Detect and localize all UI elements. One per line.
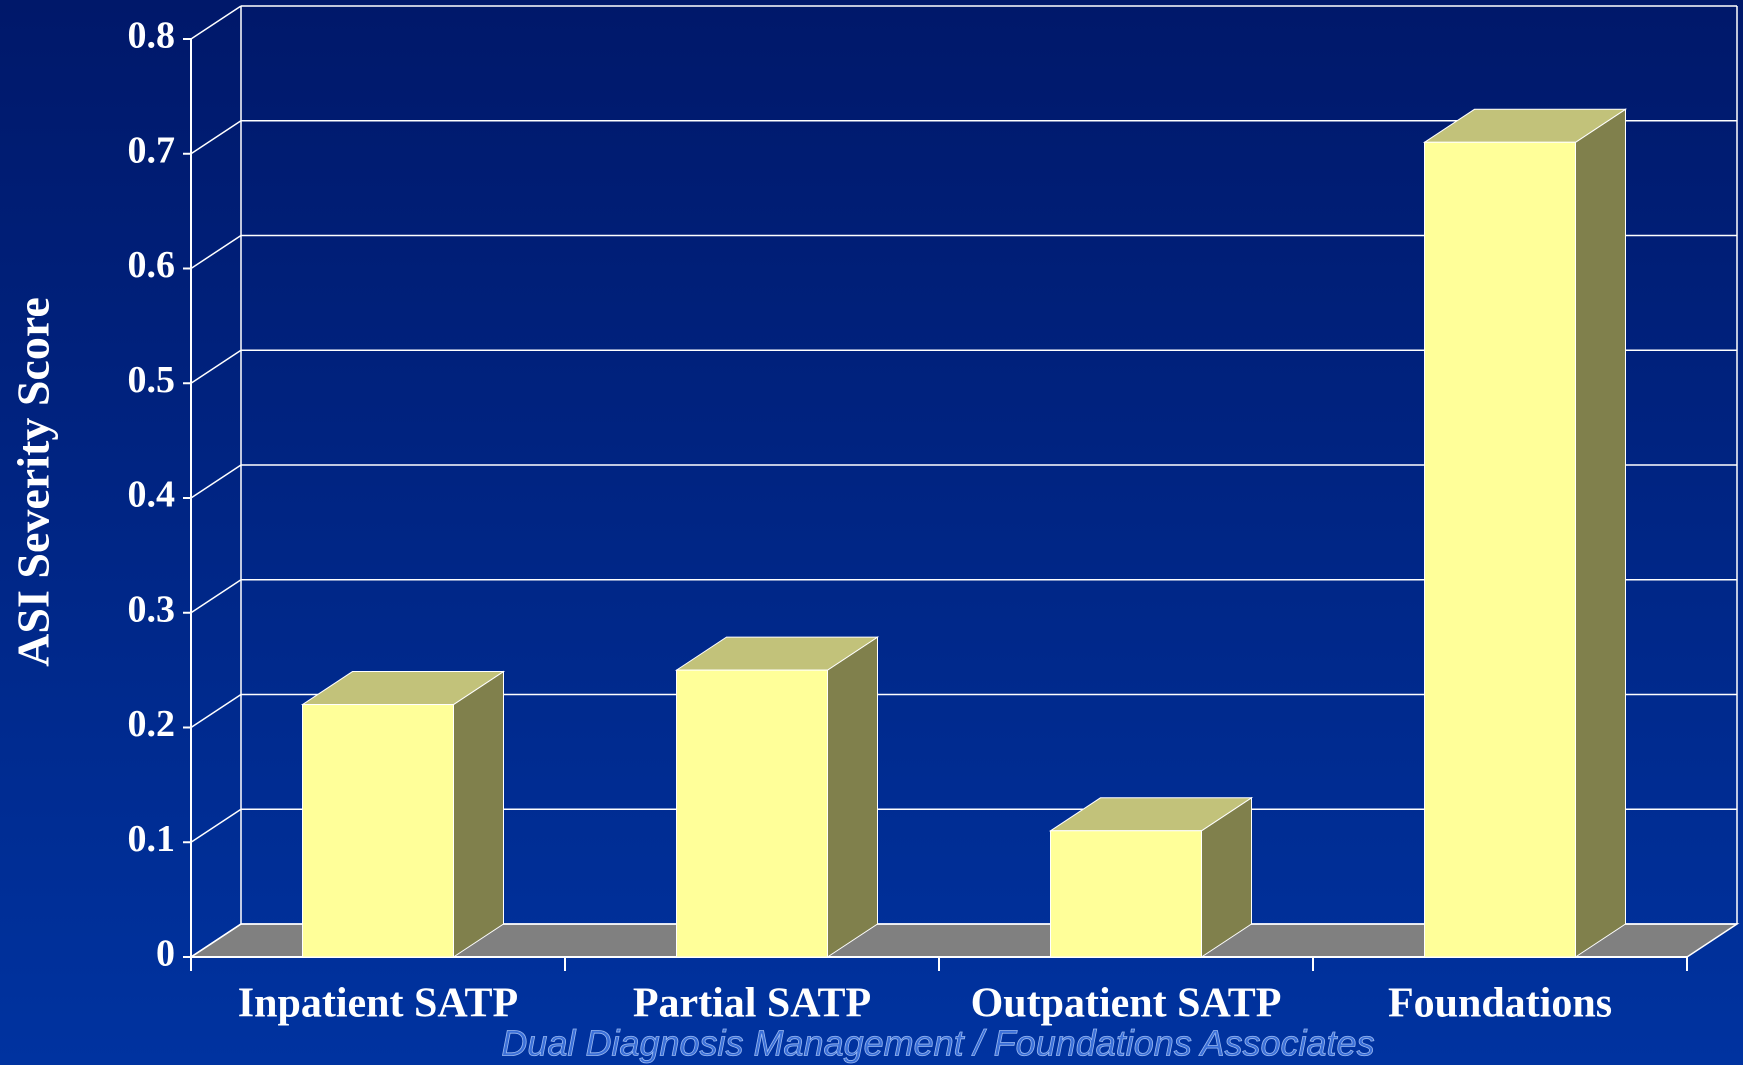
grid-line-side [190,5,242,40]
bar [676,669,828,958]
bar [302,704,454,958]
y-tick-label: 0.5 [128,359,176,401]
grid-line-side [190,808,242,843]
y-tick-label: 0.8 [128,15,176,57]
x-tick-label: Partial SATP [633,981,871,1027]
grid-line-side [190,120,242,155]
y-tick-label: 0.6 [128,244,176,286]
grid-line-side [190,923,242,958]
grid-line-side [190,579,242,614]
bar [1050,830,1202,958]
y-axis-label: ASI Severity Score [8,297,59,667]
y-tick-label: 0 [156,933,175,975]
grid-line-side [190,349,242,384]
grid-line-side [190,693,242,729]
y-tick-label: 0.3 [128,588,176,630]
x-tick-label: Foundations [1388,981,1612,1027]
y-tick-label: 0.1 [128,818,176,860]
y-tick-label: 0.2 [128,703,176,745]
x-tick-label: Outpatient SATP [971,981,1282,1027]
y-tick-label: 0.7 [128,129,176,171]
grid-line-side [190,234,242,270]
bar-side [1575,108,1626,958]
x-tick-label: Inpatient SATP [238,981,518,1027]
bar-side [827,636,878,958]
y-tick-label: 0.4 [128,474,176,516]
footer: Dual Diagnosis Management / Foundations … [501,1023,1374,1064]
grid-line-side [190,464,242,499]
bar-side [453,670,504,958]
bar [1424,141,1576,958]
